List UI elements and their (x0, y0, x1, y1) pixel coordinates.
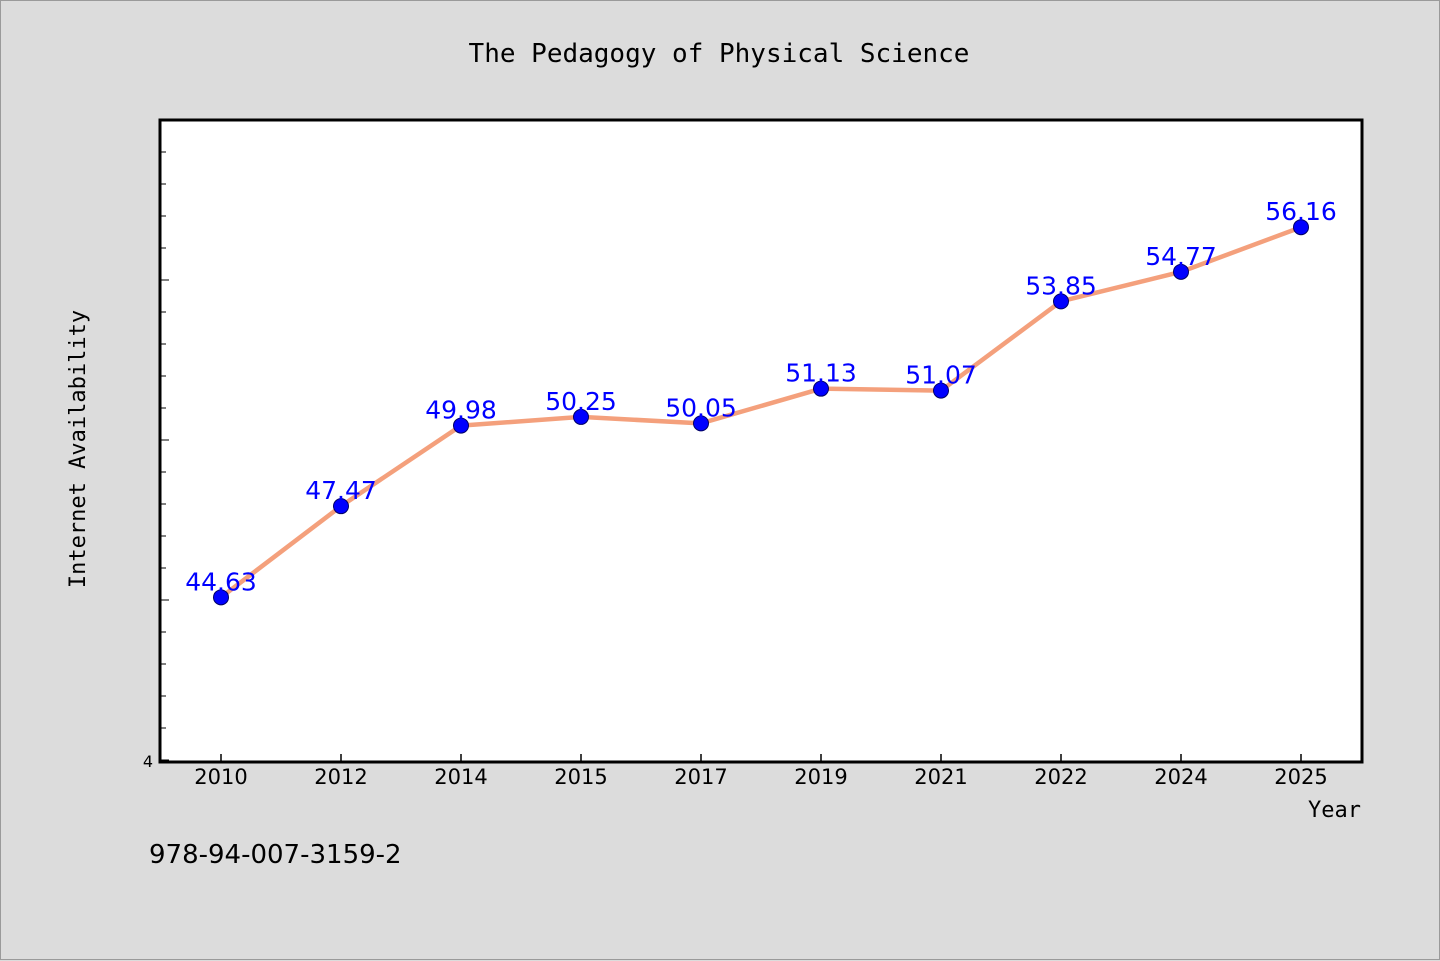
x-tick-label: 2025 (1274, 765, 1327, 789)
y-axis-ticks (160, 151, 169, 761)
x-tick-label: 2015 (554, 765, 607, 789)
x-tick-label: 2024 (1154, 765, 1207, 789)
x-tick-label: 2017 (674, 765, 727, 789)
data-point (573, 408, 589, 425)
data-point (1173, 263, 1189, 280)
data-point (333, 498, 349, 515)
data-label: 56.16 (1265, 197, 1337, 226)
data-point (1053, 293, 1069, 310)
data-point (693, 415, 709, 432)
data-label: 51.07 (905, 361, 977, 390)
data-point (1293, 219, 1309, 236)
data-point (933, 382, 949, 399)
data-point (813, 380, 829, 397)
x-axis-label: Year (1308, 798, 1361, 823)
data-point (453, 417, 469, 434)
x-tick-label: 2012 (314, 765, 367, 789)
x-tick-label: 2014 (434, 765, 487, 789)
x-tick-label: 2019 (794, 765, 847, 789)
data-point (213, 589, 229, 606)
x-axis-ticks: 2010 2012 2014 2015 2017 2019 2021 2022 2024 2025 (194, 754, 1328, 789)
data-label: 50.05 (665, 393, 737, 422)
plot-area (158, 118, 1364, 764)
series-line (218, 224, 1304, 600)
data-label: 50.25 (545, 387, 617, 416)
y-tick-label: 4 (143, 752, 153, 771)
data-label: 51.13 (785, 359, 857, 388)
isbn-text: 978-94-007-3159-2 (149, 840, 402, 870)
chart-title: The Pedagogy of Physical Science (469, 39, 970, 69)
x-tick-label: 2010 (194, 765, 247, 789)
x-tick-label: 2022 (1034, 765, 1087, 789)
data-label: 44.63 (185, 567, 257, 596)
y-axis-label: Internet Availability (66, 310, 91, 588)
data-labels-layer: 44.63 47.47 49.98 50.25 50.05 51.13 51.07 53.85… (185, 197, 1337, 596)
data-label: 49.98 (425, 396, 497, 425)
data-label: 54.77 (1145, 242, 1217, 271)
x-tick-label: 2021 (914, 765, 967, 789)
series-layer (213, 219, 1309, 606)
data-label: 53.85 (1025, 271, 1097, 300)
data-label: 47.47 (305, 476, 377, 505)
